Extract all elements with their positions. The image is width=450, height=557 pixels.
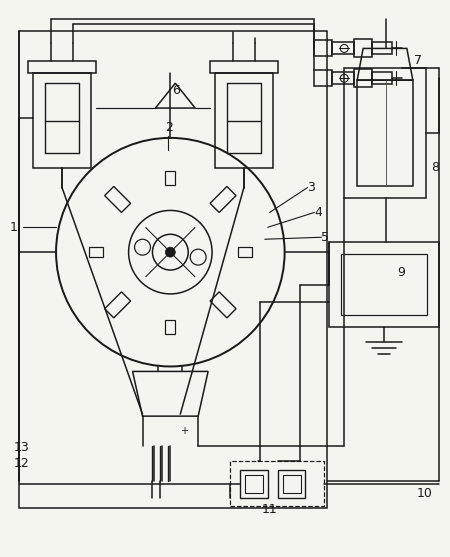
Text: 1: 1	[9, 221, 17, 234]
Text: 4: 4	[315, 206, 322, 219]
Bar	[344, 69, 426, 198]
Bar	[210, 61, 278, 74]
Text: +: +	[180, 426, 188, 436]
Text: 6: 6	[172, 84, 180, 97]
Text: 9: 9	[397, 266, 405, 278]
Text: 13: 13	[14, 442, 29, 455]
Bar	[245, 475, 263, 493]
Bar	[278, 470, 306, 497]
Text: 3: 3	[307, 181, 315, 194]
Bar	[357, 80, 413, 185]
Text: 5: 5	[321, 231, 329, 244]
Text: 8: 8	[431, 161, 439, 174]
Text: 12: 12	[14, 457, 29, 470]
Text: 10: 10	[417, 487, 433, 500]
Bar	[19, 31, 327, 507]
Bar	[354, 40, 372, 57]
Bar	[372, 42, 392, 55]
Bar	[341, 254, 427, 315]
Bar	[33, 74, 91, 168]
Text: 11: 11	[262, 503, 278, 516]
Bar	[240, 470, 268, 497]
Text: 7: 7	[414, 54, 422, 67]
Bar	[215, 74, 273, 168]
Bar	[333, 72, 354, 84]
Bar	[329, 242, 439, 327]
Bar	[28, 61, 96, 74]
Bar	[372, 72, 392, 84]
Circle shape	[165, 247, 176, 257]
Bar	[283, 475, 301, 493]
Text: 2: 2	[165, 121, 173, 134]
Bar	[333, 42, 354, 55]
Bar	[315, 41, 333, 56]
Bar	[315, 70, 333, 86]
Bar	[230, 461, 324, 506]
Bar	[354, 69, 372, 87]
